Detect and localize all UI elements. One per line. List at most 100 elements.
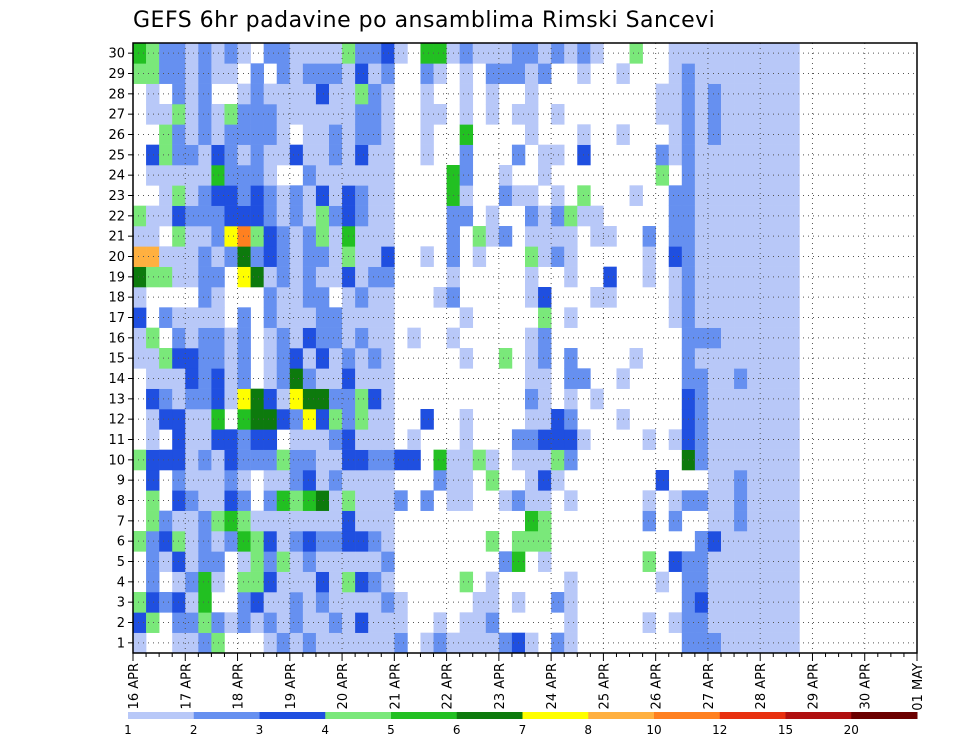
heatmap-cell [315, 83, 330, 105]
heatmap-cell [773, 327, 787, 349]
heatmap-cell [355, 429, 369, 450]
heatmap-cell [289, 490, 304, 511]
heatmap-cell [694, 124, 709, 145]
heatmap-cell [721, 63, 735, 84]
heatmap-cell [773, 205, 787, 227]
heatmap-cell [498, 43, 513, 64]
heatmap-cell [564, 266, 578, 288]
heatmap-cell [263, 226, 278, 247]
heatmap-cell [564, 226, 578, 247]
heatmap-cell [773, 165, 787, 186]
heatmap-cell [707, 531, 722, 552]
heatmap-cell [368, 409, 382, 430]
heatmap-cell [538, 43, 552, 64]
heatmap-cell [329, 104, 343, 125]
heatmap-cell [224, 165, 238, 186]
heatmap-cell [734, 490, 748, 511]
heatmap-cell [198, 551, 212, 572]
heatmap-cell [734, 226, 748, 247]
y-tick-label: 3 [117, 596, 125, 611]
heatmap-cell [760, 124, 774, 145]
heatmap-cell [381, 226, 395, 247]
heatmap-cell [694, 63, 709, 84]
heatmap-cell [198, 571, 212, 593]
heatmap-cell [250, 449, 264, 471]
heatmap-cell [721, 490, 735, 511]
heatmap-cell [368, 449, 382, 471]
heatmap-cell [355, 63, 369, 84]
heatmap-cell [381, 490, 395, 511]
heatmap-cell [185, 409, 199, 430]
heatmap-cell [368, 144, 382, 166]
heatmap-cell [773, 592, 787, 613]
heatmap-cell [263, 165, 278, 186]
heatmap-cell [263, 307, 278, 328]
heatmap-cell [355, 83, 369, 105]
heatmap-cell [302, 165, 317, 186]
heatmap-cell [185, 612, 199, 633]
heatmap-cell [472, 632, 487, 654]
heatmap-cell [564, 368, 578, 389]
heatmap-cell [185, 104, 199, 125]
heatmap-cell [525, 104, 539, 125]
heatmap-cell [329, 63, 343, 84]
heatmap-cell [159, 185, 173, 206]
heatmap-cell [198, 348, 212, 369]
heatmap-cell [707, 368, 722, 389]
heatmap-cell [381, 612, 395, 633]
heatmap-cell [355, 551, 369, 572]
heatmap-cell [315, 490, 330, 511]
heatmap-cell [564, 246, 578, 267]
heatmap-cell [760, 205, 774, 227]
heatmap-cell [498, 165, 513, 186]
heatmap-cell [773, 571, 787, 593]
heatmap-cell [668, 144, 683, 166]
heatmap-cell [198, 470, 212, 491]
heatmap-cell [302, 327, 317, 349]
heatmap-cell [237, 144, 251, 166]
heatmap-cell [302, 368, 317, 389]
heatmap-cell [368, 287, 382, 308]
heatmap-cell [237, 612, 251, 633]
heatmap-cell [721, 632, 735, 654]
heatmap-cell [263, 327, 278, 349]
heatmap-cell [760, 551, 774, 572]
heatmap-cell [538, 490, 552, 511]
heatmap-cell [289, 571, 304, 593]
heatmap-cell [773, 266, 787, 288]
heatmap-cell [315, 470, 330, 491]
heatmap-cell [263, 144, 278, 166]
heatmap-cell [133, 612, 147, 633]
heatmap-cell [368, 348, 382, 369]
heatmap-cell [289, 510, 304, 532]
heatmap-cell [185, 470, 199, 491]
heatmap-cell [564, 205, 578, 227]
heatmap-cell [355, 307, 369, 328]
heatmap-cell [289, 531, 304, 552]
heatmap-cell [329, 348, 343, 369]
heatmap-cell [185, 531, 199, 552]
heatmap-cell [368, 429, 382, 450]
heatmap-cell [459, 104, 474, 125]
heatmap-cell [329, 124, 343, 145]
heatmap-cell [472, 612, 487, 633]
y-tick-label: 26 [108, 128, 125, 143]
heatmap-cell [224, 429, 238, 450]
heatmap-cell [368, 592, 382, 613]
heatmap-cell [381, 592, 395, 613]
heatmap-cell [133, 307, 147, 328]
heatmap-cell [721, 368, 735, 389]
heatmap-cell [760, 632, 774, 654]
heatmap-cell [668, 246, 683, 267]
heatmap-cell [773, 490, 787, 511]
colorbar-swatch [391, 712, 458, 719]
heatmap-cell [694, 388, 709, 410]
colorbar-label: 2 [190, 723, 198, 737]
y-tick-label: 5 [117, 555, 125, 570]
heatmap-cell [146, 490, 160, 511]
heatmap-cell [564, 43, 578, 64]
heatmap-cell [368, 104, 382, 125]
heatmap-cell [355, 531, 369, 552]
heatmap-cell [250, 612, 264, 633]
heatmap-cell [760, 63, 774, 84]
